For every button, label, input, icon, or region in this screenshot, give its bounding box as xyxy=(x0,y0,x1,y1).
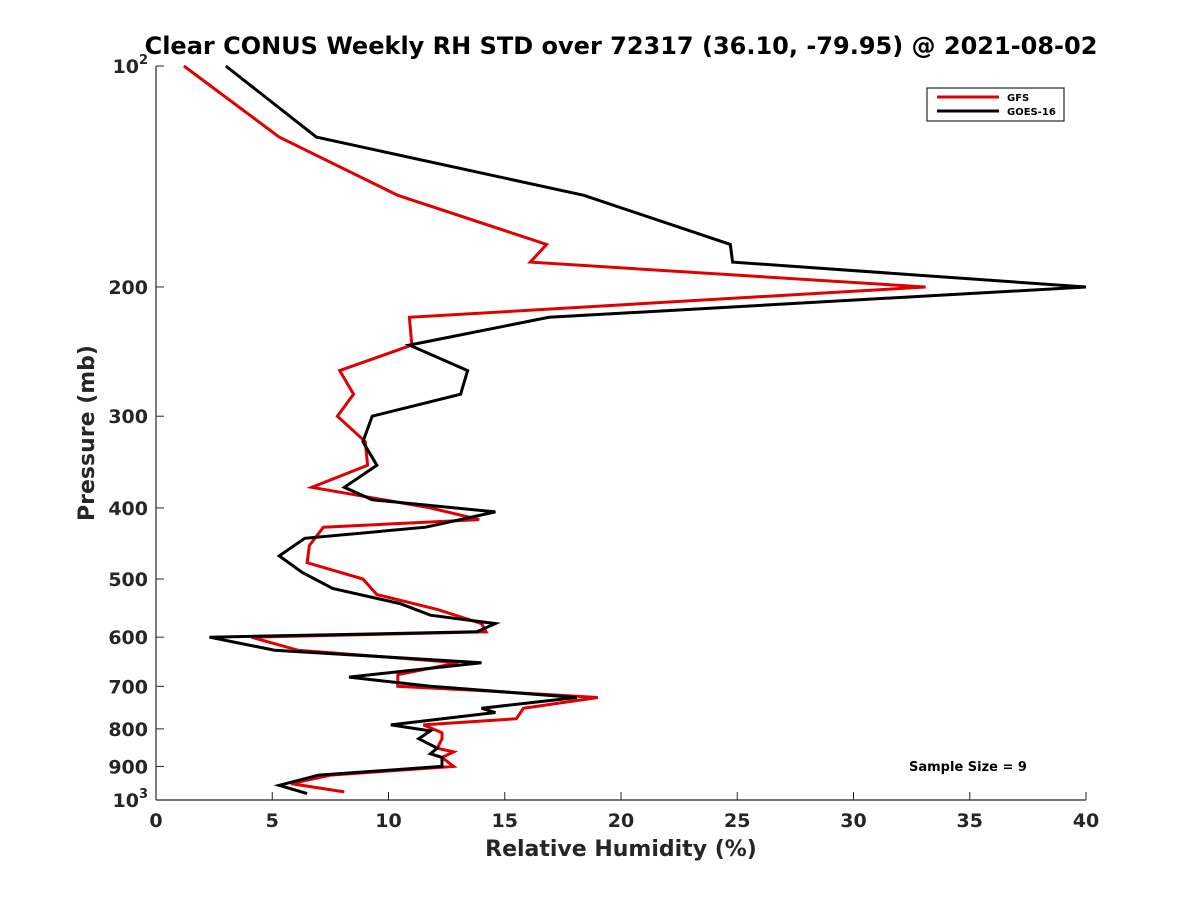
x-tick-label: 35 xyxy=(957,810,983,832)
x-tick-label: 20 xyxy=(608,810,634,832)
y-tick-label: 400 xyxy=(108,498,148,520)
x-tick-label: 10 xyxy=(375,810,401,832)
x-axis-label: Relative Humidity (%) xyxy=(485,837,757,862)
legend-entry: GFS xyxy=(1007,93,1029,104)
y-tick-label: 103 xyxy=(113,787,149,812)
x-tick-label: 40 xyxy=(1073,810,1099,832)
y-tick-label: 600 xyxy=(108,627,148,649)
legend-entry: GOES-16 xyxy=(1007,107,1056,118)
x-tick-label: 25 xyxy=(724,810,750,832)
x-tick-label: 0 xyxy=(149,810,162,832)
x-tick-label: 15 xyxy=(492,810,518,832)
x-tick-label: 30 xyxy=(840,810,866,832)
y-tick-label: 200 xyxy=(108,277,148,299)
y-axis-label: Pressure (mb) xyxy=(75,345,100,521)
series-line-gfs xyxy=(183,64,926,794)
y-tick-label: 800 xyxy=(108,719,148,741)
plot-area: 0 5 10 15 20 25 30 35 40 102 200 300 400 500 600 700 800… xyxy=(108,53,1099,832)
y-tick-label: 102 xyxy=(113,53,149,78)
y-tick-label: 500 xyxy=(108,569,148,591)
y-tick-label: 700 xyxy=(108,676,148,698)
series-line-goes-16 xyxy=(209,64,1087,796)
x-tick-label: 5 xyxy=(266,810,279,832)
legend: GFS GOES-16 xyxy=(926,87,1065,122)
chart-title: Clear CONUS Weekly RH STD over 72317 (36… xyxy=(145,32,1098,60)
y-tick-label: 300 xyxy=(108,406,148,428)
y-tick-label: 900 xyxy=(108,756,148,778)
legend-box xyxy=(926,87,1065,122)
sample-size-annotation: Sample Size = 9 xyxy=(909,760,1027,775)
